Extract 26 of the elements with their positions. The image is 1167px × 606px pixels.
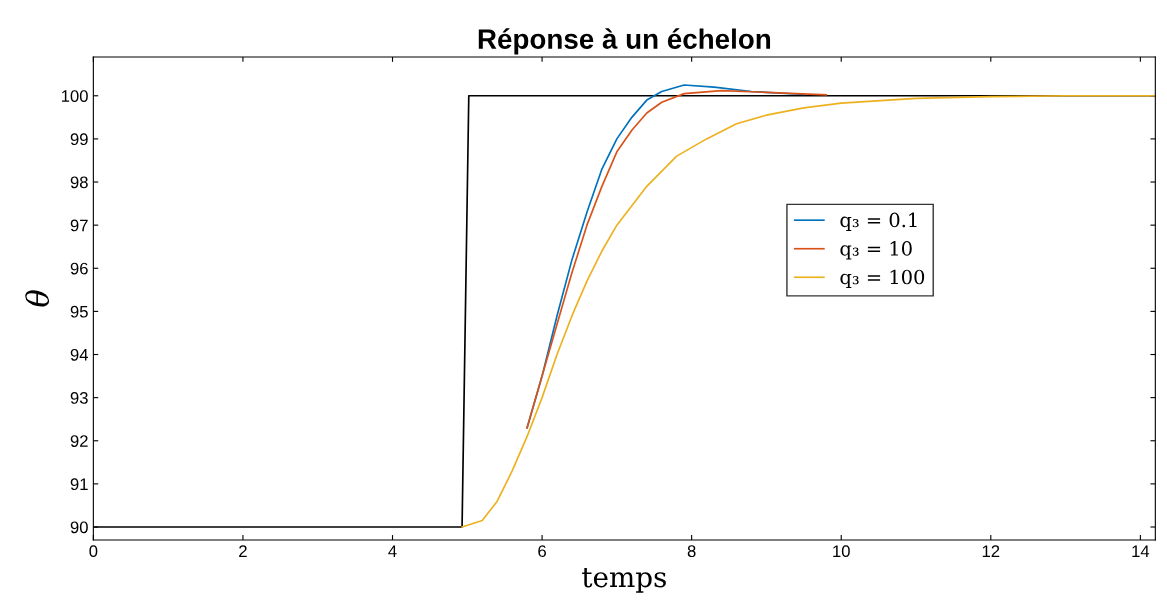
chart-title: Réponse à un échelon [478, 28, 771, 55]
x-axis-title: temps [582, 568, 666, 593]
legend-label: q₃ = 10 [840, 241, 912, 260]
x-tick-label: 12 [982, 545, 1000, 557]
y-tick-label: 96 [70, 262, 88, 275]
y-tick-label: 98 [70, 176, 88, 189]
line-series [461, 94, 1156, 528]
y-tick-label: 97 [70, 219, 88, 232]
y-tick-label: 92 [70, 435, 88, 447]
x-tick-label: 8 [687, 545, 696, 558]
y-tick-label: 93 [70, 392, 88, 404]
x-tick-label: 4 [388, 545, 397, 557]
y-tick-label: 99 [70, 133, 88, 146]
legend-label: q₃ = 100 [840, 269, 925, 289]
y-tick-label: 100 [61, 90, 88, 102]
x-tick-label: 0 [89, 545, 98, 558]
y-tick-label: 94 [70, 348, 89, 361]
y-tick-label: 90 [70, 521, 88, 534]
x-tick-label: 6 [538, 545, 546, 558]
legend-label: q₃ = 0.1 [840, 212, 917, 232]
x-tick-label: 2 [239, 545, 247, 557]
x-tick-label: 10 [833, 545, 850, 558]
y-tick-label: 91 [70, 478, 88, 491]
x-tick-label: 14 [1132, 545, 1150, 557]
y-tick-label: 95 [70, 305, 88, 318]
y-axis-title: θ [25, 290, 50, 307]
